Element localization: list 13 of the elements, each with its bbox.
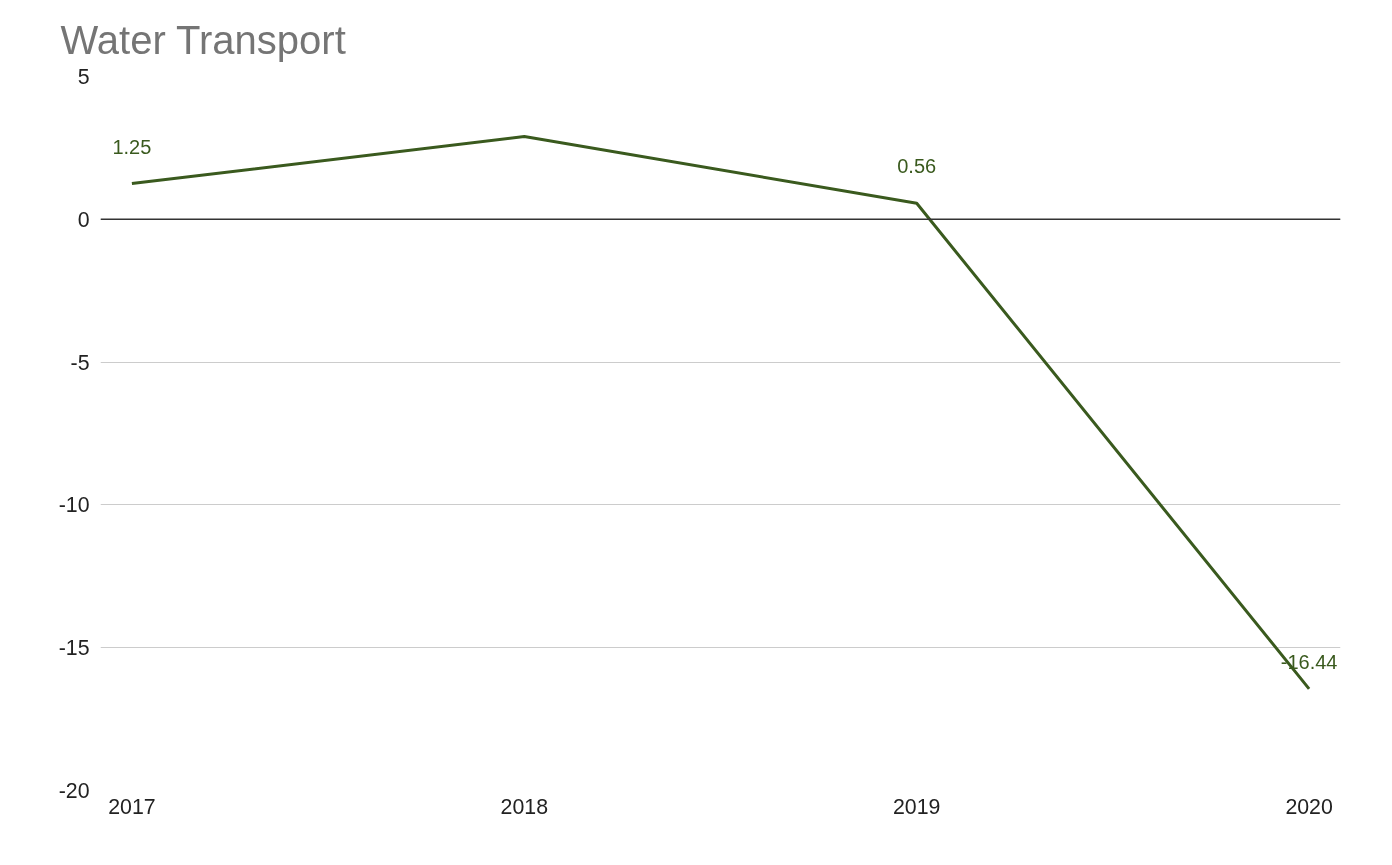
y-tick-label: -20 — [58, 779, 90, 803]
x-tick-label: 2020 — [1285, 794, 1333, 819]
x-tick-label: 2018 — [500, 794, 549, 819]
x-tick-label: 2017 — [108, 794, 156, 819]
y-tick-label: -10 — [58, 493, 90, 518]
x-tick-label: 2019 — [892, 794, 941, 819]
chart-title: Water Transport — [60, 17, 346, 62]
y-tick-label: 5 — [77, 65, 90, 89]
y-tick-label: -5 — [70, 350, 90, 375]
text: 1.25 — [112, 135, 152, 158]
y-tick-label: 0 — [77, 207, 90, 232]
text: 0.56 — [897, 155, 937, 178]
y-tick-label: -15 — [58, 636, 90, 661]
